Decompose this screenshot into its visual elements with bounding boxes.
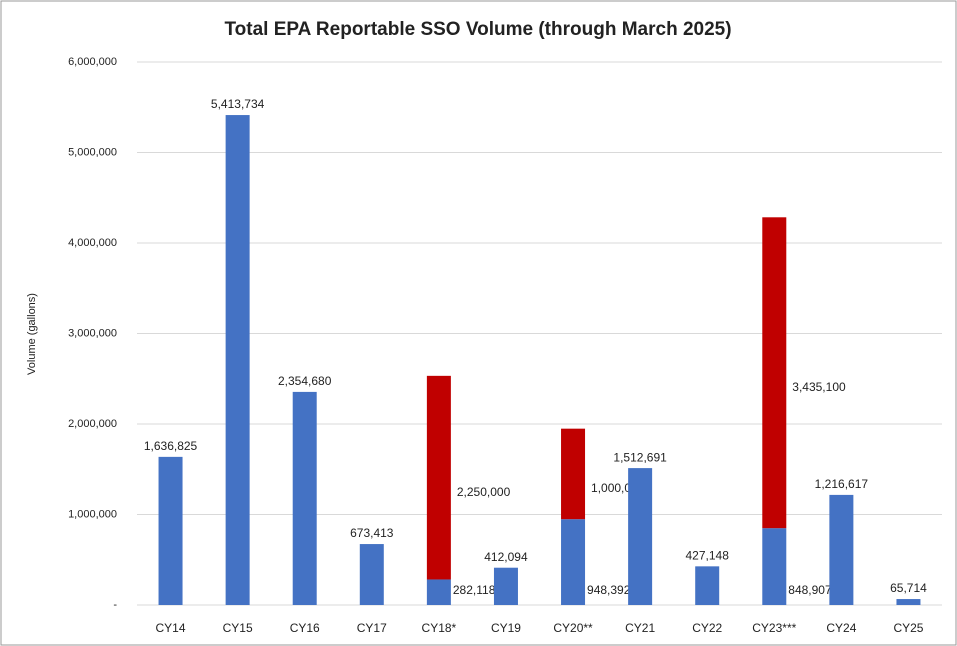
chart-title: Total EPA Reportable SSO Volume (through… [224,19,731,40]
x-tick-label: CY14 [156,621,186,635]
bar-segment [829,494,854,605]
bar-segment [158,456,183,605]
bar-segment [493,567,518,605]
bar-segment [561,428,586,520]
x-tick-label: CY18* [422,621,457,635]
x-tick-label: CY25 [893,621,923,635]
y-tick-label: 4,000,000 [68,237,117,249]
bar-segment [359,544,384,605]
bar-segment [561,519,586,605]
x-tick-label: CY24 [826,621,856,635]
x-tick-label: CY21 [625,621,655,635]
x-tick-label: CY23*** [752,621,796,635]
data-label: 1,636,825 [144,439,198,453]
bar-segment [762,528,787,605]
x-tick-label: CY17 [357,621,387,635]
bar-segment [225,115,250,606]
bar-segment [695,566,720,605]
data-label: 5,413,734 [211,97,265,111]
bar-segment [896,599,921,605]
y-tick-label: 6,000,000 [68,56,117,68]
y-tick-label: 3,000,000 [68,327,117,339]
y-tick-label: 2,000,000 [68,418,117,430]
bar-segment [762,217,787,529]
y-tick-label: - [113,599,117,611]
bar-segment [628,468,653,605]
y-axis-label: Volume (gallons) [26,293,38,375]
data-label: 427,148 [686,549,730,563]
data-label: 65,714 [890,581,927,595]
data-label: 673,413 [350,526,394,540]
data-label: 848,907 [788,583,832,597]
x-tick-label: CY20** [553,621,593,635]
data-label: 1,216,617 [815,477,869,491]
bar-segment [426,375,451,580]
x-tick-label: CY22 [692,621,722,635]
data-label: 1,512,691 [613,450,667,464]
data-label: 948,392 [587,583,631,597]
y-tick-label: 1,000,000 [68,508,117,520]
data-label: 2,354,680 [278,374,332,388]
x-tick-label: CY19 [491,621,521,635]
bar-segment [426,579,451,605]
data-label: 3,435,100 [792,380,846,394]
bar-segment [292,391,317,605]
data-label: 2,250,000 [457,485,511,499]
x-tick-label: CY16 [290,621,320,635]
x-tick-label: CY15 [223,621,253,635]
data-label: 282,118 [453,583,496,597]
y-tick-label: 5,000,000 [68,146,117,158]
data-label: 412,094 [484,550,528,564]
